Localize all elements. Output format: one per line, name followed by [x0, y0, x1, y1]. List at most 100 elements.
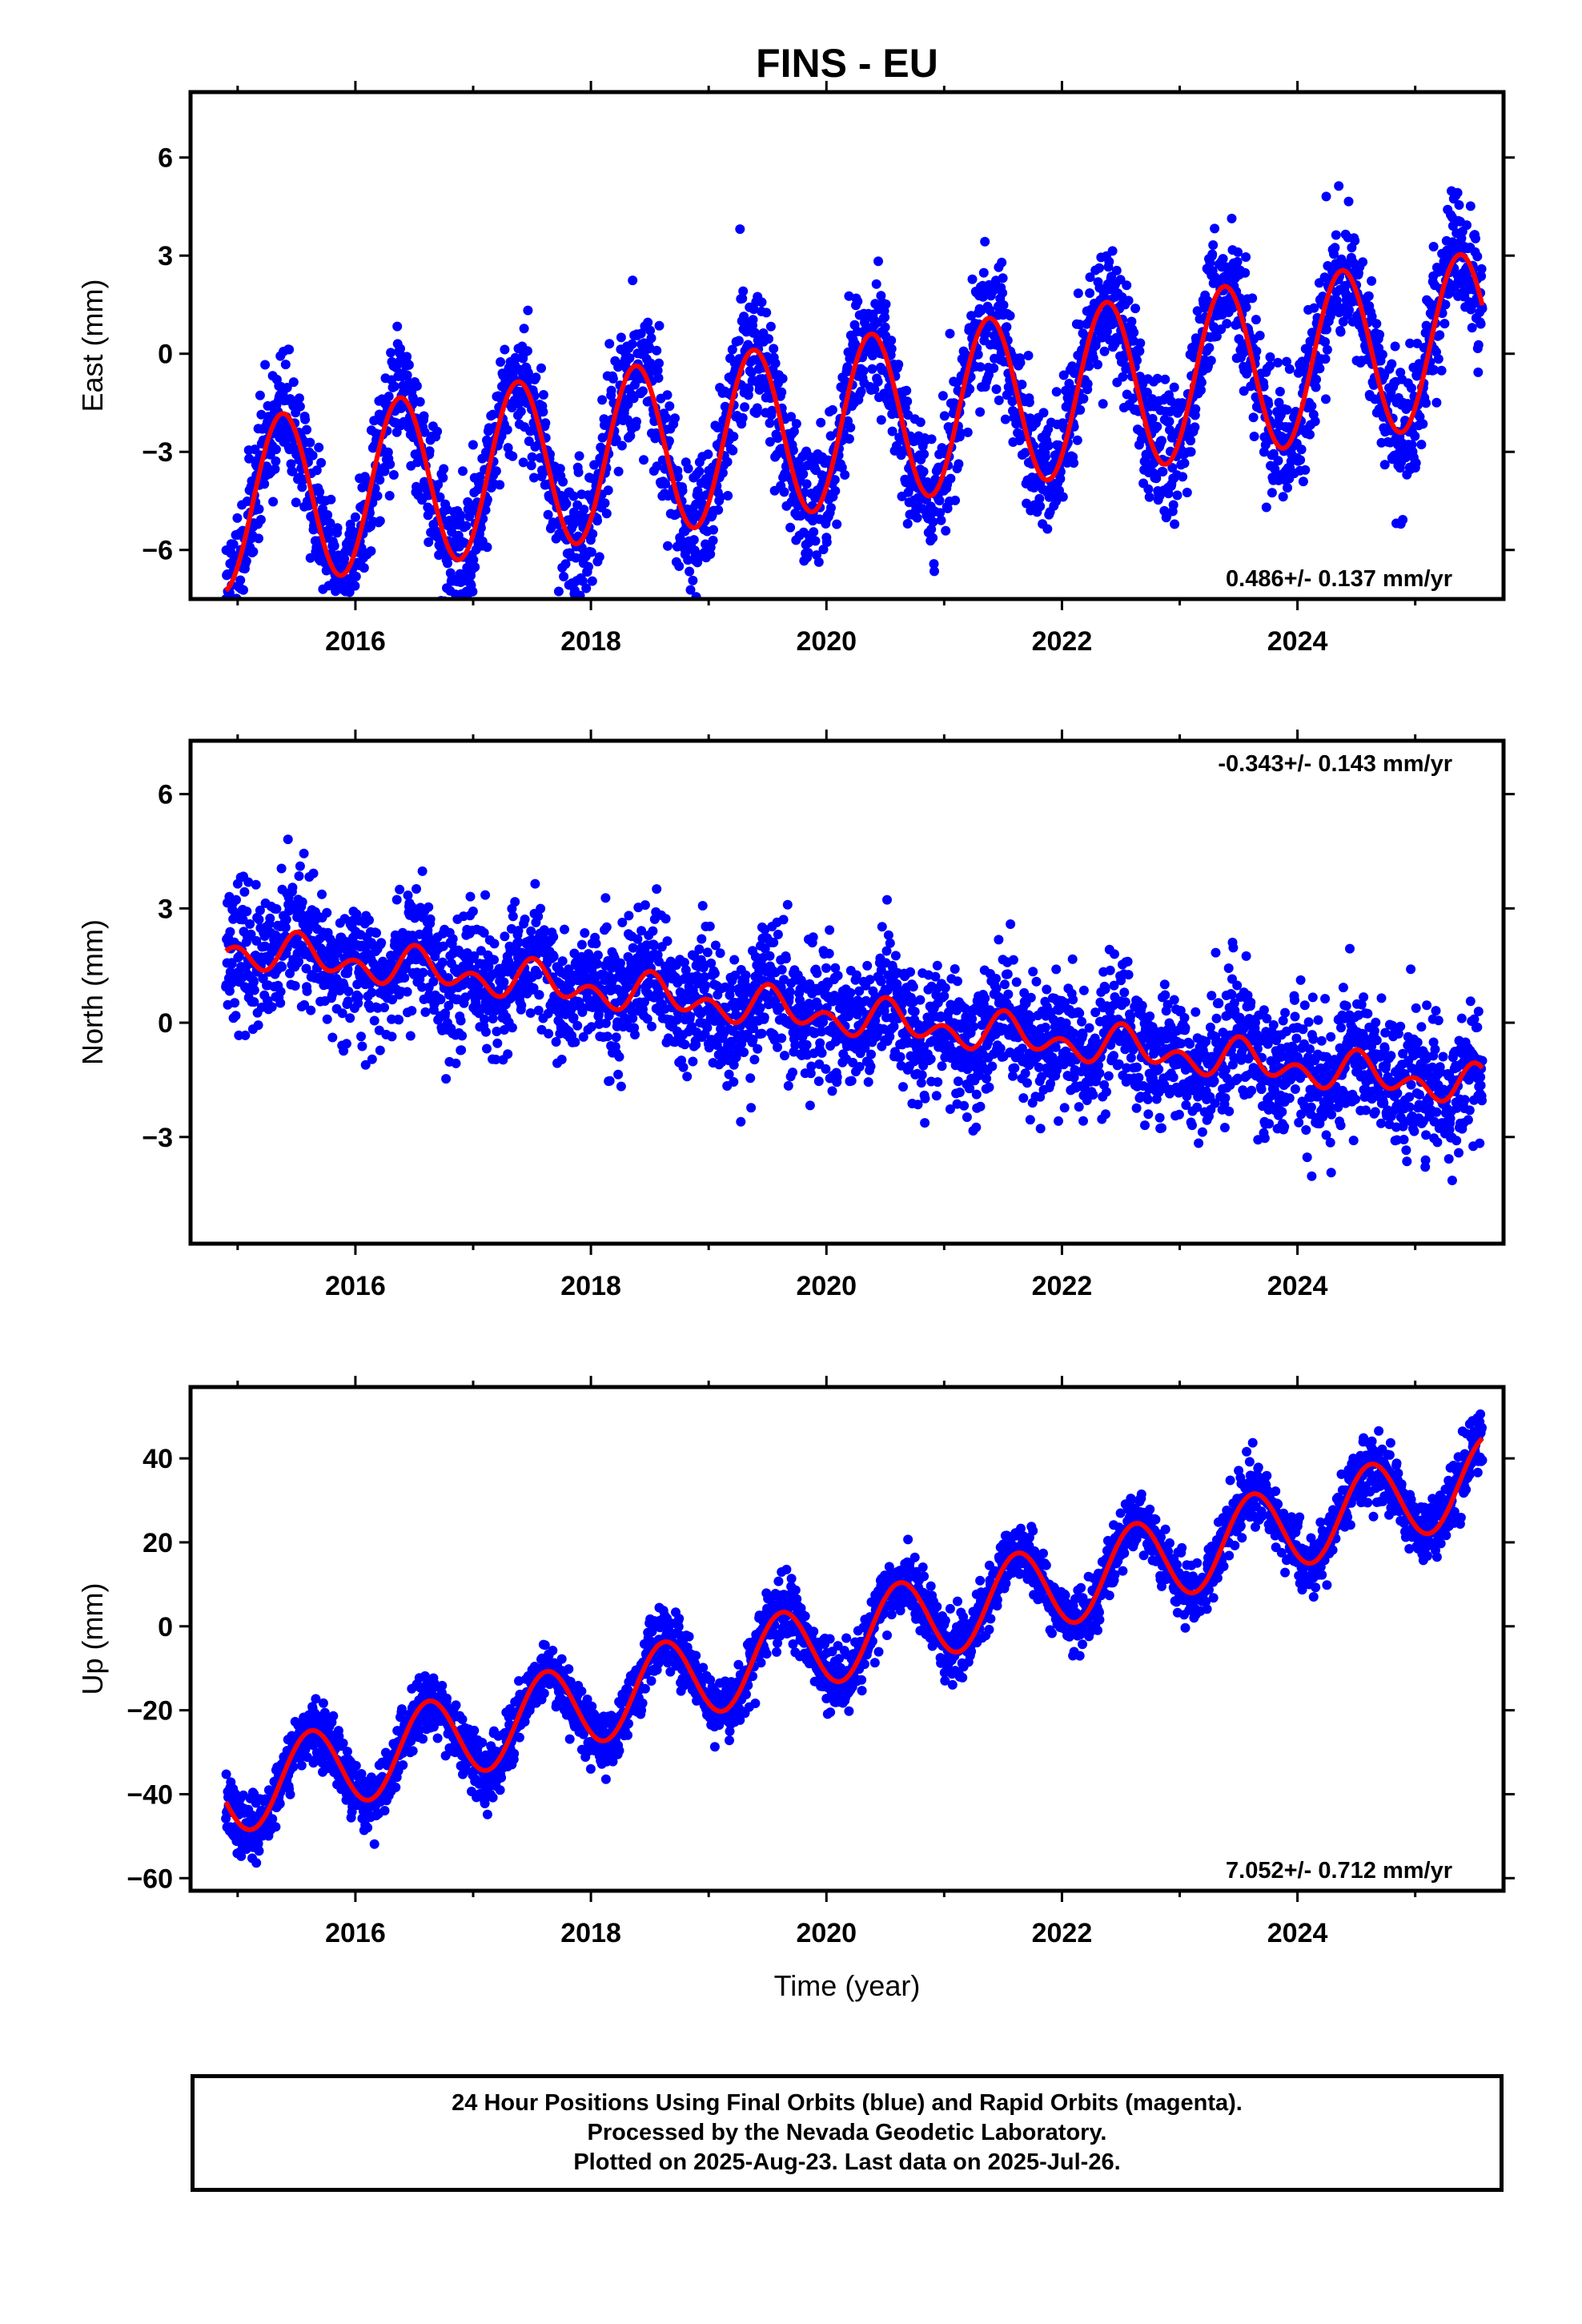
- data-point: [544, 1028, 554, 1039]
- data-point: [673, 472, 683, 482]
- data-point: [962, 427, 973, 437]
- data-point: [1387, 359, 1397, 369]
- data-point: [1015, 357, 1026, 368]
- data-point: [559, 572, 569, 581]
- data-point: [420, 1007, 431, 1017]
- data-point: [231, 1011, 241, 1021]
- data-point: [702, 947, 713, 958]
- data-point: [694, 466, 705, 476]
- data-point: [468, 440, 478, 450]
- data-point: [902, 519, 913, 529]
- data-point: [827, 404, 837, 415]
- x-tick-label: 2018: [560, 626, 621, 657]
- data-point: [444, 1000, 454, 1011]
- data-point: [339, 1046, 349, 1056]
- data-point: [428, 976, 439, 987]
- data-point: [1191, 404, 1201, 414]
- data-point: [285, 968, 295, 979]
- data-point: [1439, 319, 1450, 329]
- data-point: [233, 639, 243, 649]
- data-point: [468, 586, 478, 597]
- data-point: [245, 919, 255, 929]
- data-point: [749, 1055, 760, 1065]
- data-point: [1407, 440, 1417, 450]
- data-point: [499, 1025, 509, 1035]
- data-point: [568, 491, 579, 501]
- data-point: [526, 926, 536, 936]
- data-point: [685, 566, 695, 577]
- data-point: [557, 956, 568, 967]
- data-point: [1275, 387, 1285, 396]
- data-point: [438, 941, 448, 951]
- data-point: [967, 274, 978, 284]
- data-point: [443, 973, 453, 983]
- data-point: [341, 1039, 351, 1049]
- data-point: [663, 541, 673, 551]
- data-point: [773, 929, 783, 939]
- data-point: [1111, 265, 1122, 275]
- data-point: [543, 509, 553, 520]
- data-point: [259, 479, 270, 489]
- data-point: [918, 466, 929, 476]
- data-point: [998, 300, 1009, 310]
- data-point: [561, 499, 572, 509]
- data-point: [301, 963, 311, 974]
- data-point: [424, 902, 434, 912]
- data-point: [475, 472, 485, 482]
- data-point: [256, 409, 267, 420]
- data-point: [709, 525, 718, 535]
- data-point: [244, 453, 255, 464]
- data-point: [367, 987, 377, 998]
- data-point: [645, 325, 656, 336]
- data-point: [608, 373, 618, 384]
- data-point: [275, 998, 286, 1008]
- data-point: [801, 1039, 812, 1050]
- data-point: [627, 339, 637, 349]
- data-point: [662, 936, 673, 947]
- data-point: [392, 321, 403, 332]
- data-point: [912, 513, 922, 523]
- data-point: [1130, 304, 1141, 314]
- data-point: [255, 515, 266, 525]
- data-point: [984, 370, 994, 380]
- data-point: [1295, 455, 1306, 465]
- data-point: [688, 575, 698, 585]
- data-point: [480, 505, 491, 515]
- data-point: [254, 533, 263, 544]
- data-point: [1477, 304, 1488, 314]
- data-point: [435, 492, 445, 502]
- data-point: [412, 381, 422, 391]
- data-point: [777, 387, 787, 397]
- data-point: [1157, 436, 1166, 446]
- data-point: [1305, 429, 1315, 440]
- data-point: [314, 442, 324, 452]
- data-point: [778, 915, 789, 925]
- data-point: [1115, 275, 1126, 285]
- data-point: [1454, 200, 1464, 210]
- data-point: [812, 968, 822, 979]
- data-point: [1035, 501, 1046, 512]
- data-point: [299, 999, 310, 1010]
- data-point: [224, 986, 235, 996]
- data-point: [513, 926, 524, 936]
- data-point: [1251, 315, 1261, 325]
- data-point: [757, 297, 767, 308]
- data-point: [492, 1038, 503, 1048]
- data-point: [461, 521, 472, 531]
- data-point: [689, 535, 699, 545]
- data-point: [306, 1005, 316, 1015]
- data-point: [1094, 263, 1104, 273]
- data-point: [975, 362, 986, 372]
- data-point: [697, 934, 707, 944]
- data-point: [281, 915, 291, 925]
- data-point: [1390, 341, 1400, 352]
- data-point: [433, 480, 444, 490]
- data-point: [282, 383, 292, 392]
- data-point: [1208, 240, 1219, 250]
- data-point: [482, 542, 492, 553]
- data-point: [832, 519, 842, 529]
- data-point: [308, 868, 319, 879]
- data-point: [783, 1080, 793, 1091]
- data-point: [652, 461, 662, 472]
- data-point: [540, 418, 551, 428]
